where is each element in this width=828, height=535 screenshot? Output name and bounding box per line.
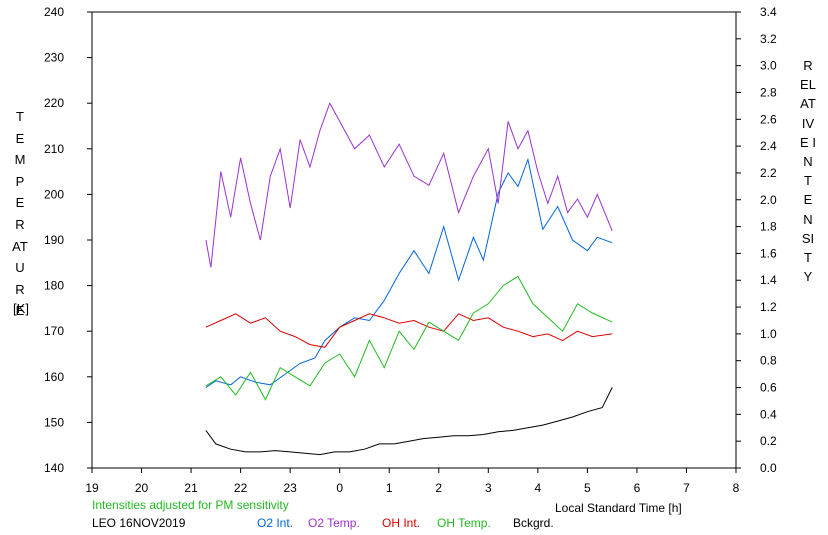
- x-tick-label: 22: [234, 481, 248, 495]
- x-tick-label: 0: [336, 481, 343, 495]
- x-tick-label: 2: [435, 481, 442, 495]
- legend-entry: OH Temp.: [437, 516, 491, 530]
- series-line-oh-temp: [205, 275, 613, 401]
- right-y-tick-label: 3.2: [760, 32, 777, 46]
- x-tick-label: 4: [535, 481, 542, 495]
- right-y-tick-label: 1.0: [760, 327, 777, 341]
- right-y-tick-label: 2.0: [760, 193, 777, 207]
- x-tick-label: 23: [283, 481, 297, 495]
- legend-entry: Bckgrd.: [513, 516, 554, 530]
- right-y-tick-label: 0.0: [760, 461, 777, 475]
- series-line-bckgrd: [205, 387, 613, 456]
- left-y-tick-label: 160: [44, 370, 64, 384]
- right-y-tick-label: 0.8: [760, 354, 777, 368]
- left-y-tick-label: 210: [44, 142, 64, 156]
- x-tick-label: 7: [683, 481, 690, 495]
- right-y-tick-label: 1.4: [760, 273, 777, 287]
- left-y-tick-label: 150: [44, 415, 64, 429]
- right-y-tick-label: 0.6: [760, 381, 777, 395]
- right-y-tick-label: 3.0: [760, 59, 777, 73]
- right-y-tick-label: 2.6: [760, 112, 777, 126]
- right-y-tick-label: 2.2: [760, 166, 777, 180]
- x-tick-label: 5: [584, 481, 591, 495]
- left-y-tick-label: 140: [44, 461, 64, 475]
- left-y-tick-label: 200: [44, 187, 64, 201]
- left-y-axis-ticks: 140 150 160 170 180 190 200 210 220 230 240: [44, 5, 92, 475]
- x-tick-label: 21: [184, 481, 198, 495]
- footer-note: Intensities adjusted for PM sensitivity: [92, 498, 289, 512]
- x-tick-label: 1: [386, 481, 393, 495]
- left-y-tick-label: 170: [44, 324, 64, 338]
- station-label: LEO 16NOV2019: [92, 516, 186, 530]
- x-axis-ticks: 19 20 21 22 23 0 1 2 3 4 5 6 7 8: [85, 468, 740, 495]
- right-y-axis-ticks: 0.0 0.2 0.4 0.6 0.8 1.0 1.2 1.4 1.6 1.8 2.0 2.2 2.4 2…: [736, 5, 777, 475]
- series-line-oh-int: [205, 313, 613, 348]
- x-tick-label: 19: [85, 481, 99, 495]
- x-tick-label: 3: [485, 481, 492, 495]
- left-y-tick-label: 230: [44, 51, 64, 65]
- right-y-tick-label: 1.6: [760, 246, 777, 260]
- left-y-axis-label: TEMPERATURE: [12, 109, 28, 319]
- x-tick-label: 8: [733, 481, 740, 495]
- left-y-tick-label: 190: [44, 233, 64, 247]
- right-y-tick-label: 0.4: [760, 407, 777, 421]
- legend-entry: OH Int.: [382, 516, 420, 530]
- legend: O2 Int. O2 Temp. OH Int. OH Temp. Bckgrd.: [257, 516, 554, 530]
- plot-area: [91, 11, 737, 469]
- series-line-o2-int: [205, 157, 613, 388]
- right-y-tick-label: 1.2: [760, 300, 777, 314]
- right-y-tick-label: 0.2: [760, 434, 777, 448]
- right-y-axis-label: RELATIVE INTENSITY: [800, 58, 816, 285]
- right-y-tick-label: 2.4: [760, 139, 777, 153]
- legend-entry: O2 Int.: [257, 516, 293, 530]
- x-tick-label: 20: [135, 481, 149, 495]
- series-layer: [205, 101, 613, 456]
- right-y-tick-label: 1.8: [760, 220, 777, 234]
- left-y-tick-label: 180: [44, 279, 64, 293]
- series-line-o2-temp: [205, 101, 613, 268]
- left-y-tick-label: 220: [44, 96, 64, 110]
- left-y-tick-label: 240: [44, 5, 64, 19]
- x-axis-label: Local Standard Time [h]: [555, 501, 682, 515]
- x-tick-label: 6: [634, 481, 641, 495]
- right-y-tick-label: 3.4: [760, 5, 777, 19]
- right-y-tick-label: 2.8: [760, 85, 777, 99]
- legend-entry: O2 Temp.: [308, 516, 360, 530]
- left-y-axis-unit: [K]: [13, 301, 29, 316]
